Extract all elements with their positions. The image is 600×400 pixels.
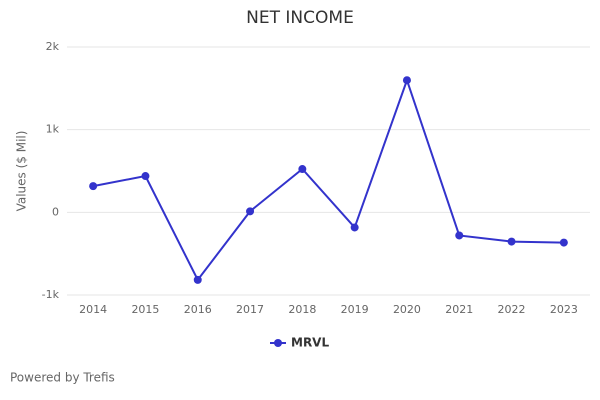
- point: [89, 182, 98, 191]
- y-tick-label: 0: [52, 205, 59, 218]
- y-tick-label: 2k: [46, 40, 60, 53]
- point: [193, 275, 202, 284]
- point: [559, 238, 568, 247]
- point: [298, 165, 307, 174]
- point: [507, 237, 516, 246]
- legend-marker: [274, 339, 282, 347]
- x-tick-label: 2020: [393, 303, 421, 316]
- y-tick-label: -1k: [42, 288, 60, 301]
- x-tick-label: 2022: [498, 303, 526, 316]
- x-tick-label: 2021: [445, 303, 473, 316]
- footer: Powered by Trefis: [10, 371, 115, 385]
- x-tick-label: 2014: [79, 303, 107, 316]
- point: [350, 223, 359, 232]
- point: [246, 207, 255, 216]
- x-tick-label: 2018: [288, 303, 316, 316]
- x-tick-label: 2016: [184, 303, 212, 316]
- legend-label: MRVL: [291, 336, 329, 350]
- y-tick-label: 1k: [46, 123, 60, 136]
- line: [92, 77, 564, 282]
- point: [402, 76, 411, 85]
- point: [455, 231, 464, 240]
- point: [141, 172, 150, 181]
- x-tick-label: 2019: [341, 303, 369, 316]
- y-axis-label: Values ($ Mil): [15, 131, 29, 212]
- x-tick-label: 2017: [236, 303, 264, 316]
- x-tick-label: 2023: [550, 303, 578, 316]
- x-tick-label: 2015: [131, 303, 159, 316]
- chart-title: NET INCOME: [246, 8, 354, 28]
